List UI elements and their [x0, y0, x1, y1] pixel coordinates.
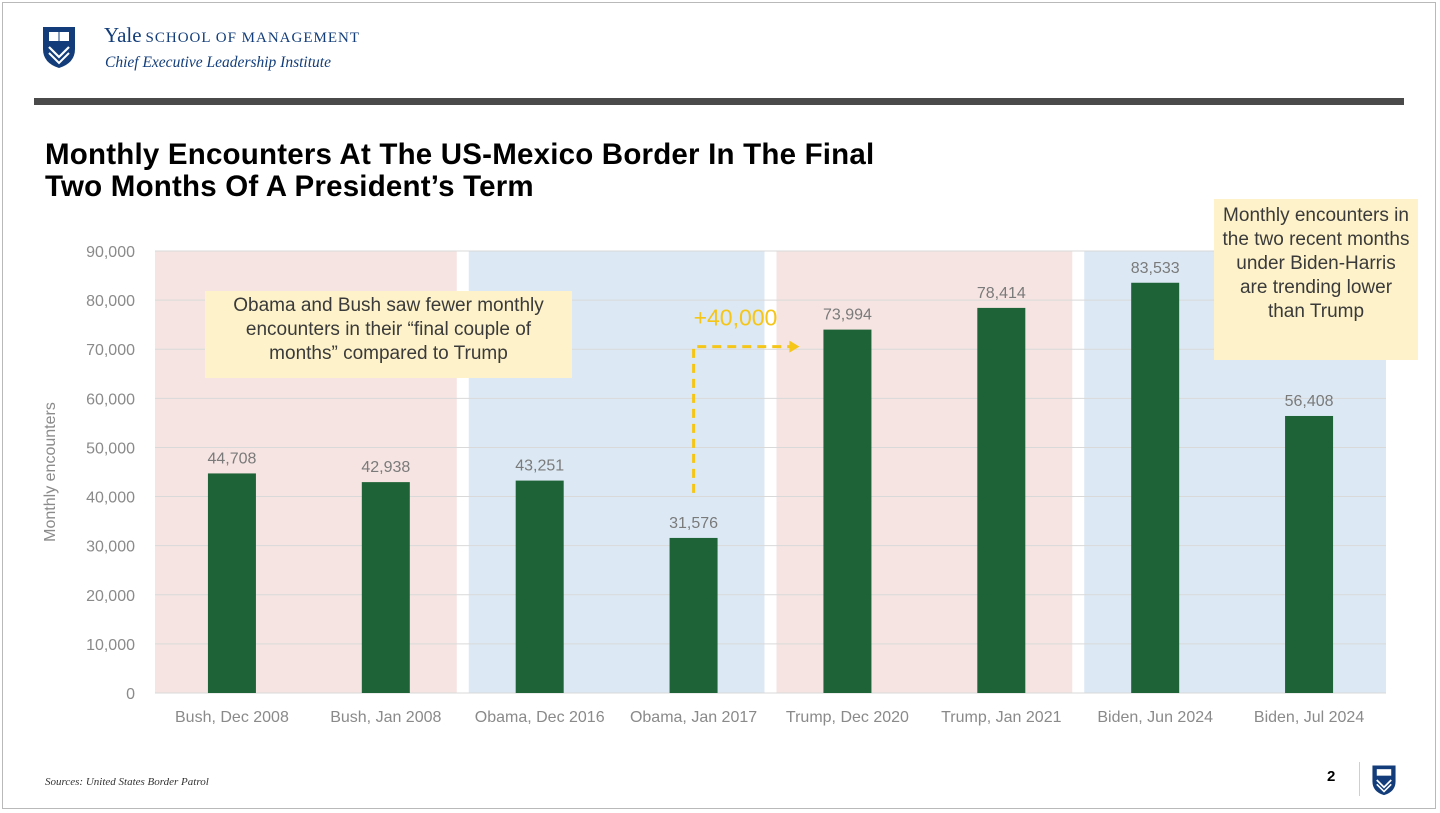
y-tick-label: 50,000 — [86, 440, 135, 457]
y-axis-title: Monthly encounters — [42, 402, 59, 542]
bar — [207, 473, 256, 693]
data-label: 73,994 — [823, 307, 872, 324]
slide-title: Monthly Encounters At The US-Mexico Bord… — [45, 139, 874, 203]
y-tick-label: 60,000 — [86, 391, 135, 408]
header-rule — [34, 98, 1404, 105]
note-biden-harris: Monthly encounters in the two recent mon… — [1214, 199, 1418, 360]
x-tick-label: Trump, Dec 2020 — [786, 709, 909, 726]
brand-subtitle: Chief Executive Leadership Institute — [105, 54, 331, 71]
y-tick-label: 70,000 — [86, 342, 135, 359]
page-number: 2 — [1327, 768, 1336, 785]
bar — [515, 480, 564, 693]
band-trump — [776, 251, 1073, 693]
brand-school: SCHOOL OF MANAGEMENT — [145, 30, 360, 46]
data-label: 43,251 — [515, 458, 564, 475]
x-tick-label: Obama, Jan 2017 — [630, 709, 757, 726]
bar — [977, 307, 1026, 693]
data-label: 83,533 — [1131, 260, 1180, 277]
brand-name: Yale SCHOOL OF MANAGEMENT — [104, 23, 360, 47]
data-label: 31,576 — [669, 515, 718, 532]
y-tick-label: 0 — [126, 686, 135, 703]
x-tick-label: Bush, Jan 2008 — [330, 709, 441, 726]
data-label: 44,708 — [207, 450, 256, 467]
annotation-label: +40,000 — [694, 305, 778, 331]
x-tick-label: Trump, Jan 2021 — [941, 709, 1061, 726]
bar — [669, 537, 718, 693]
annotation-arrow-line — [692, 345, 790, 493]
data-label: 56,408 — [1285, 393, 1334, 410]
bar — [823, 329, 872, 693]
y-tick-label: 30,000 — [86, 539, 135, 556]
x-tick-label: Bush, Dec 2008 — [175, 709, 289, 726]
yale-shield-logo — [43, 27, 75, 68]
y-tick-label: 90,000 — [86, 244, 135, 261]
y-tick-label: 10,000 — [86, 637, 135, 654]
footer-divider — [1359, 762, 1360, 796]
bar — [1285, 415, 1334, 693]
y-tick-label: 20,000 — [86, 588, 135, 605]
bar — [361, 482, 410, 693]
y-tick-label: 80,000 — [86, 293, 135, 310]
title-line-1: Monthly Encounters At The US-Mexico Bord… — [45, 138, 875, 171]
yale-shield-footer-icon — [1372, 765, 1396, 796]
data-label: 42,938 — [361, 459, 410, 476]
title-line-2: Two Months Of A President’s Term — [45, 170, 534, 203]
note-obama-bush: Obama and Bush saw fewer monthly encount… — [205, 291, 572, 378]
x-tick-label: Biden, Jun 2024 — [1097, 709, 1213, 726]
x-tick-label: Biden, Jul 2024 — [1254, 709, 1364, 726]
annotation-arrowhead — [789, 340, 800, 353]
y-tick-label: 40,000 — [86, 490, 135, 507]
x-tick-label: Obama, Dec 2016 — [475, 709, 605, 726]
sources-note: Sources: United States Border Patrol — [45, 776, 209, 788]
data-label: 78,414 — [977, 285, 1026, 302]
bar — [1131, 282, 1180, 693]
